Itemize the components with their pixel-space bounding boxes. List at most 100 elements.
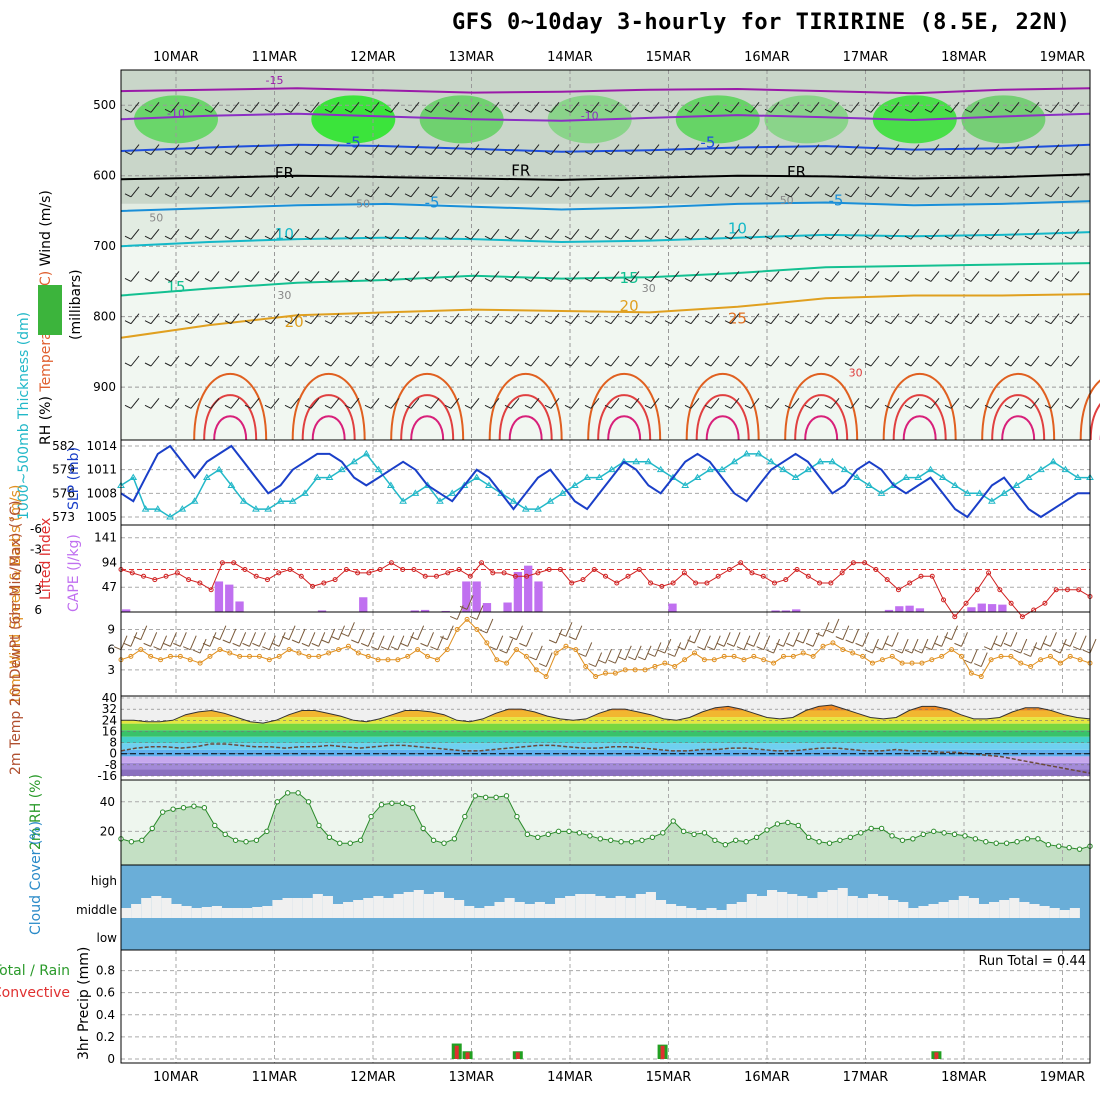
wind-barb: [364, 313, 380, 325]
lifted-tick-label: -6: [30, 522, 42, 536]
lifted-index-marker: [557, 567, 563, 572]
wind-barb: [1024, 271, 1040, 282]
cloud-middle-bar: [807, 898, 818, 918]
wind-speed-marker: [543, 674, 549, 680]
wind-barb: [424, 186, 440, 198]
wind-barb: [224, 397, 240, 409]
lifted-index-line: [120, 562, 1091, 618]
lifted-index-marker: [839, 570, 845, 576]
wind-barb: [224, 186, 240, 198]
cloud-middle-bar: [282, 898, 293, 918]
wind-barb: [344, 101, 360, 113]
thickness-marker: [951, 481, 959, 488]
wind-speed-marker: [138, 647, 144, 653]
wind-barb: [664, 271, 680, 282]
wind-barb: [444, 144, 460, 156]
temp-tick-label: 32: [102, 702, 117, 716]
lifted-index-marker: [1053, 587, 1059, 593]
temp-tick-label: 8: [109, 736, 117, 750]
rh-marker: [378, 802, 385, 808]
wind-barb: [204, 186, 220, 198]
pressure-tick-label: 900: [93, 380, 116, 394]
wind-barb: [964, 313, 980, 325]
cape-bar: [225, 584, 234, 612]
wind-barb: [544, 228, 560, 240]
wind-barb: [1003, 632, 1018, 647]
cloud-middle-bar: [514, 902, 525, 918]
wind-barb: [124, 313, 140, 325]
wind-barb: [684, 101, 700, 113]
wind-speed-marker: [256, 653, 262, 659]
wind-barb: [360, 632, 375, 647]
wind-barb: [351, 628, 365, 644]
temp-color-band: [121, 743, 1090, 750]
thickness-marker: [583, 473, 591, 481]
wind-barb: [704, 186, 720, 198]
rh-marker: [430, 837, 437, 843]
wind-barb: [736, 635, 751, 651]
wind-barb: [164, 397, 180, 409]
wind-barb: [804, 313, 820, 325]
wind-speed-marker: [474, 626, 480, 632]
cloud-middle-bar: [837, 888, 848, 918]
wind-barb: [844, 186, 860, 198]
cloud-middle-bar: [232, 908, 243, 918]
lifted-index-marker: [253, 573, 259, 579]
cloud-middle-bar: [151, 896, 162, 918]
cloud-middle-bar: [292, 898, 303, 918]
wind-speed-marker: [682, 657, 688, 663]
slp-tick-label: 1011: [86, 463, 117, 477]
wind-barb: [766, 638, 781, 654]
wind-barb: [804, 397, 820, 409]
lifted-index-marker: [648, 580, 654, 586]
wind-speed-marker: [691, 650, 697, 656]
rh-marker: [503, 793, 510, 799]
wind-barb: [548, 628, 563, 644]
wind-barb: [1024, 397, 1040, 409]
wind-barb: [464, 313, 480, 325]
wind-barb: [786, 632, 800, 647]
wind-speed-marker: [583, 663, 589, 669]
wind-barb: [624, 228, 640, 240]
wind-speed-marker: [454, 626, 460, 632]
cloud-middle-bar: [191, 908, 202, 918]
rh-marker: [889, 833, 895, 839]
wind-barb: [464, 144, 480, 156]
rh-marker: [847, 834, 854, 841]
cloud-middle-bar: [454, 900, 465, 918]
lifted-index-marker: [445, 570, 451, 576]
wind-speed-marker: [177, 653, 183, 659]
wind-barb: [647, 642, 662, 657]
wind-barb: [564, 186, 580, 198]
wind-speed-marker: [523, 653, 529, 659]
wind-barb: [184, 397, 200, 409]
wind-speed-marker: [464, 616, 470, 622]
cape-bar: [977, 603, 986, 612]
wind-speed-marker: [266, 657, 272, 663]
wind-barb: [884, 355, 900, 367]
lifted-index-marker: [862, 560, 868, 566]
wind-barb: [204, 144, 220, 156]
contour-label: 50: [149, 212, 163, 225]
temp-axis-label: 2m Temp 2m DewPt (6hr Min/Max) (°C): [8, 500, 24, 775]
wind-barb: [716, 632, 731, 647]
wind-barb: [284, 271, 300, 282]
wind-barb: [1024, 228, 1040, 240]
wind-barb: [764, 271, 780, 282]
contour-label: 30: [849, 367, 863, 380]
lifted-index-marker: [467, 573, 473, 579]
cloud-middle-bar: [363, 898, 374, 918]
thickness-marker: [141, 505, 150, 512]
temp-color-band: [121, 769, 1090, 776]
wind-barb: [1063, 632, 1077, 647]
wind-speed-marker: [1018, 660, 1024, 666]
thickness-marker: [987, 497, 996, 504]
wind-barb: [324, 355, 340, 367]
wind-barb: [564, 228, 580, 240]
thickness-marker: [828, 457, 837, 465]
rh-fill: [121, 792, 1090, 865]
contour-label: 50: [356, 197, 370, 210]
lifted-index-marker: [591, 567, 597, 572]
wind-barb: [704, 271, 720, 282]
wind-barb: [284, 313, 300, 325]
